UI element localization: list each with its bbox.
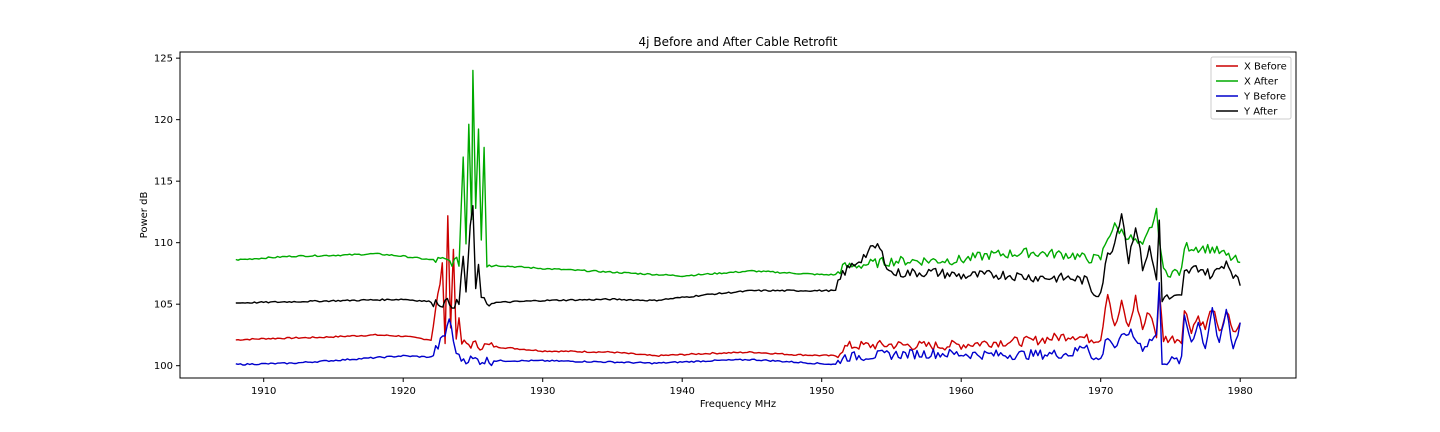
legend-label: Y After [1243,107,1278,118]
x-tick-label: 1920 [390,386,415,397]
x-tick-label: 1950 [809,386,834,397]
legend-label: X Before [1244,62,1287,73]
x-tick-label: 1970 [1088,386,1113,397]
series-line-y-before [235,282,1241,367]
series-line-x-after [235,69,1241,278]
series-line-x-before [235,215,1241,359]
series-layer [235,69,1241,367]
series-line-y-after [235,204,1241,309]
x-tick-label: 1980 [1227,386,1252,397]
x-tick-label: 1910 [251,386,276,397]
chart-title: 4j Before and After Cable Retrofit [639,35,838,49]
x-tick-label: 1940 [669,386,694,397]
y-tick-label: 120 [154,115,173,126]
legend-label: X After [1244,77,1279,88]
y-axis-title: Power dB [139,192,150,239]
legend: X Before X After Y Before Y After [1210,56,1292,120]
x-axis-title: Frequency MHz [700,399,776,410]
y-tick-label: 115 [154,177,173,188]
y-tick-label: 105 [154,300,173,311]
y-tick-label: 110 [154,238,173,249]
x-tick-label: 1960 [948,386,973,397]
y-tick-label: 125 [154,54,173,65]
legend-box [1210,56,1292,120]
x-axis: 1910 1920 1930 1940 1950 1960 1970 1980 [251,378,1253,397]
plot-area [179,51,1297,379]
y-axis: 100 105 110 115 120 125 [154,54,180,372]
legend-label: Y Before [1243,92,1286,103]
x-tick-label: 1930 [530,386,555,397]
y-tick-label: 100 [154,361,173,372]
